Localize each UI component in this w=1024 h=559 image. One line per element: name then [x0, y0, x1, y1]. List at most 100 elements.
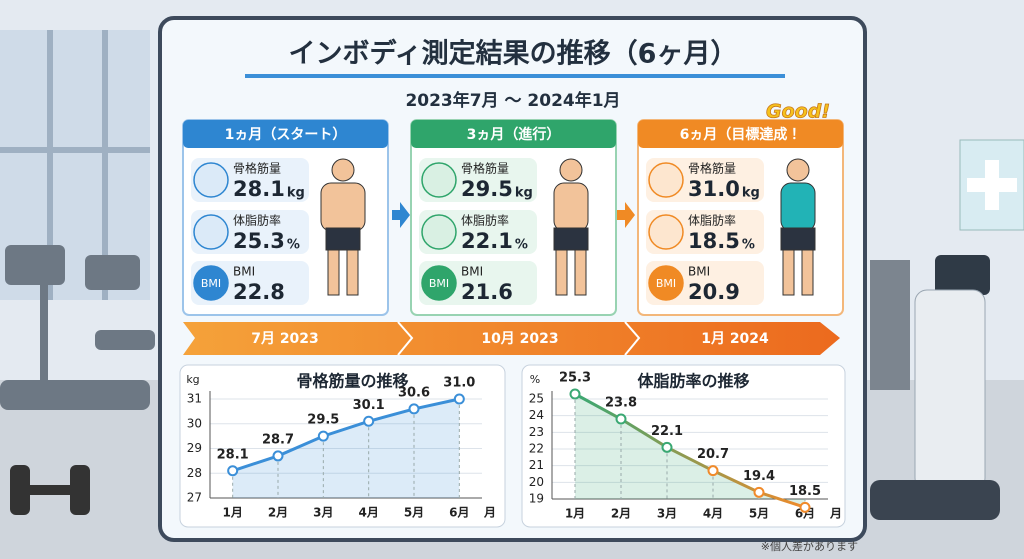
metric-icon	[421, 265, 457, 301]
arrow	[617, 202, 635, 228]
value-label: 19.4	[743, 469, 775, 484]
x-tick-label: 2月	[268, 506, 288, 520]
point	[227, 465, 239, 477]
metric-value: 20.9	[688, 280, 740, 304]
metric-icon	[648, 214, 684, 250]
metric-value: 21.6	[461, 280, 513, 304]
y-tick-label: 30	[187, 416, 202, 430]
card-header	[411, 120, 616, 148]
metric-label: BMI	[461, 265, 483, 279]
person-leg	[346, 249, 359, 296]
metric-label: 体脂肪率	[233, 213, 281, 228]
x-tick-label: 1月	[565, 507, 585, 521]
timeline-chevron	[624, 321, 641, 356]
timeline: 7月 2023 10月 2023 1月 2024	[183, 321, 840, 356]
x-tick-label: 2月	[611, 507, 631, 521]
metric-icon	[193, 162, 229, 198]
metric-icon-text: BMI	[429, 277, 449, 290]
treadmills	[0, 245, 155, 410]
value-label: 28.7	[262, 432, 294, 447]
point	[317, 430, 329, 442]
x-tick-label: 1月	[222, 506, 242, 520]
point	[707, 465, 719, 477]
metric-label: 骨格筋量	[461, 161, 509, 176]
y-tick-label: 29	[187, 441, 202, 455]
metric-label: 体脂肪率	[688, 213, 736, 228]
point	[753, 486, 765, 498]
card-title: 3ヵ月（進行）	[467, 126, 561, 143]
value-label: 30.1	[353, 398, 385, 413]
metric-unit: %	[742, 238, 755, 253]
y-tick-label: 20	[529, 475, 544, 489]
timeline-chevron	[397, 321, 414, 356]
person-leg	[574, 249, 587, 296]
x-tick-label: 6月	[449, 506, 469, 520]
point	[799, 501, 811, 513]
y-axis-label: %	[530, 373, 540, 386]
timeline-arrow	[183, 322, 840, 355]
inbody-device	[870, 255, 1000, 520]
value-label: 18.5	[789, 484, 821, 499]
metric-value: 31.0	[688, 177, 740, 201]
x-tick-label: 4月	[358, 506, 378, 520]
y-tick-label: 21	[529, 458, 544, 472]
point	[615, 413, 627, 425]
point	[408, 403, 420, 415]
timeline-label: 7月 2023	[251, 331, 319, 347]
metric-label: BMI	[233, 265, 255, 279]
x-tick-label: 5月	[749, 507, 769, 521]
value-label: 23.8	[605, 396, 637, 411]
metric-unit: kg	[742, 186, 760, 201]
person-body	[780, 182, 816, 232]
metric-icon	[421, 162, 457, 198]
value-label: 29.5	[307, 413, 339, 428]
metric-value: 22.8	[233, 280, 285, 304]
area-fill	[575, 394, 805, 508]
point	[453, 393, 465, 405]
metric-label: BMI	[688, 265, 710, 279]
metric-value: 25.3	[233, 229, 285, 253]
charts: 骨格筋量の推移 kg 27 28 29 30 31 1月 2月 3月 4月 5月 6月 28.1 28.7 2…	[179, 364, 846, 528]
line	[232, 397, 460, 473]
metric-icon	[648, 162, 684, 198]
y-axis-label: kg	[186, 373, 199, 386]
metric-label: 骨格筋量	[233, 161, 281, 176]
person-leg	[782, 249, 795, 296]
card-title: 6ヵ月（目標達成！	[680, 126, 802, 143]
metric-unit: kg	[287, 186, 305, 201]
value-label: 31.0	[443, 376, 475, 391]
x-tick-label: 5月	[404, 506, 424, 520]
x-axis-label: 月	[483, 506, 496, 520]
point	[569, 388, 581, 400]
line	[574, 392, 806, 509]
metric-unit: %	[287, 238, 300, 253]
x-axis-label: 月	[829, 507, 842, 521]
person-shorts	[325, 227, 361, 251]
y-tick-label: 22	[529, 442, 544, 456]
footnote: ※個人差があります	[761, 539, 858, 553]
dumbbell	[10, 465, 90, 515]
arrow	[392, 202, 410, 228]
person-head	[559, 158, 583, 182]
metric-icon	[193, 265, 229, 301]
person-leg	[327, 249, 340, 296]
y-tick-label: 27	[187, 491, 202, 505]
person-shorts	[553, 227, 589, 251]
metric-value: 29.5	[461, 177, 513, 201]
y-tick-label: 19	[529, 492, 544, 506]
person-body	[320, 182, 366, 232]
timeline-label: 1月 2024	[701, 331, 769, 347]
chart-panel	[521, 364, 846, 528]
metric-icon	[193, 214, 229, 250]
subtitle: 2023年7月 〜 2024年1月	[405, 90, 620, 111]
point	[661, 441, 673, 453]
point	[272, 450, 284, 462]
y-tick-label: 23	[529, 425, 544, 439]
area-fill	[232, 399, 460, 498]
x-tick-label: 4月	[703, 507, 723, 521]
point	[363, 415, 375, 427]
timeline-label: 10月 2023	[481, 331, 558, 347]
metric-value: 18.5	[688, 229, 740, 253]
person-body	[553, 182, 589, 232]
